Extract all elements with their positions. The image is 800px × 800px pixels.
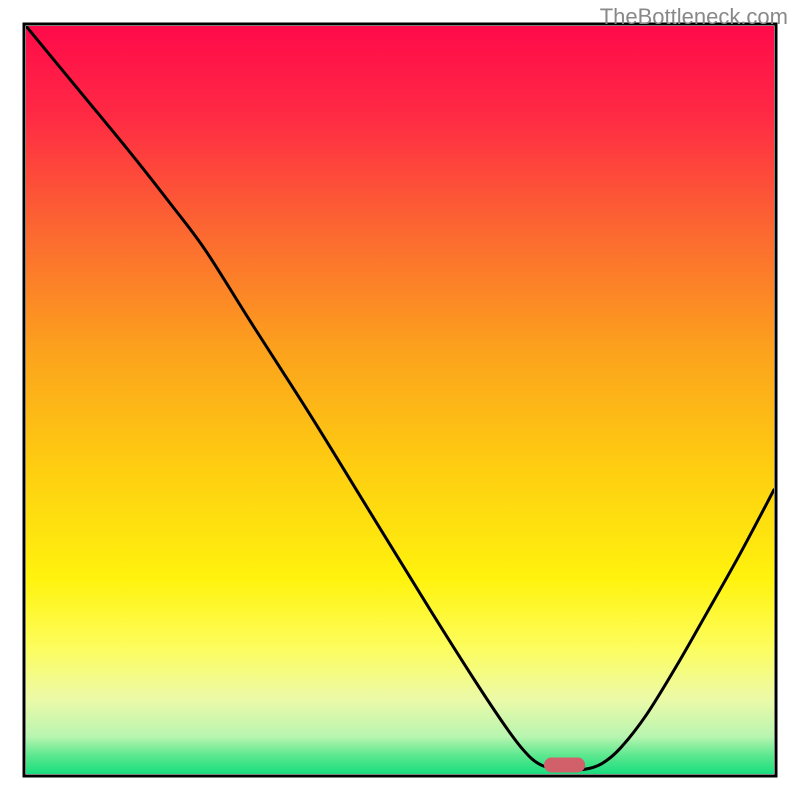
- chart-container: TheBottleneck.com: [0, 0, 800, 800]
- gradient-background: [26, 26, 774, 774]
- attribution-watermark: TheBottleneck.com: [600, 4, 788, 30]
- optimal-marker: [544, 758, 585, 773]
- chart-svg: [0, 0, 800, 800]
